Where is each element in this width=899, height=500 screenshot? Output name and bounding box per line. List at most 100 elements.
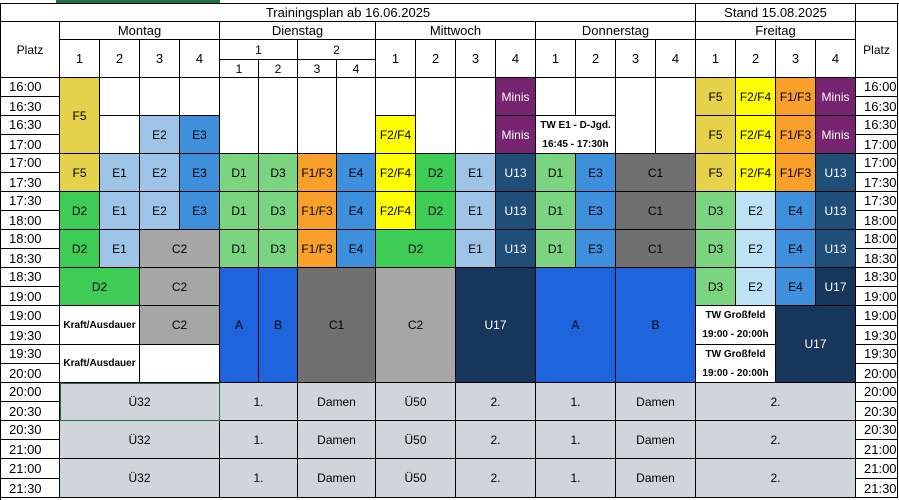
training-block-label: D1	[547, 241, 564, 256]
training-block-label: E2	[152, 203, 167, 218]
field-number-text: 2	[431, 51, 440, 66]
training-block-label: Damen	[636, 394, 675, 409]
training-block-label: E1	[468, 203, 483, 218]
training-block: U13	[496, 192, 536, 230]
training-block: E4	[776, 268, 816, 306]
training-block-label: E1	[112, 203, 127, 218]
empty-slot	[376, 78, 416, 116]
training-block-label: F1/F3	[779, 89, 812, 104]
platz-label-right-text: Platz	[863, 42, 890, 57]
note-title: TW E1 - D-Jgd.	[540, 119, 611, 131]
training-block-label: Damen	[317, 394, 356, 409]
time-end: 21:00	[856, 439, 897, 458]
time-end: 17:00	[1, 134, 59, 153]
empty-slot	[416, 78, 456, 154]
training-block: E2	[140, 154, 180, 192]
time-end: 18:30	[1, 248, 59, 267]
training-block: E1	[456, 154, 496, 192]
training-block: E1	[456, 192, 496, 230]
time-end: 20:00	[856, 363, 897, 382]
training-block-label: D2	[407, 241, 424, 256]
time-start: 19:00	[864, 307, 897, 323]
field-number-text: 1	[551, 51, 560, 66]
time-start: 16:00	[9, 79, 42, 94]
training-block-label: Damen	[636, 471, 675, 485]
field-number: 3	[456, 40, 496, 78]
training-block: E4	[337, 154, 376, 192]
training-block: E4	[776, 192, 816, 230]
note-time: 16:45 - 17:30h	[542, 138, 609, 150]
training-block: E4	[776, 230, 816, 268]
training-block-label: D3	[707, 203, 724, 218]
time-slot-right: 20:00 20:30	[856, 383, 898, 421]
training-block-label: D2	[427, 203, 444, 218]
time-start: 17:30	[864, 193, 897, 208]
training-block-label: 1.	[253, 394, 264, 409]
training-block-label: D1	[231, 203, 247, 218]
time-slot-right: 19:00 19:30	[856, 306, 898, 345]
time-start: 19:30	[864, 346, 897, 361]
dienstag-field-group-1-text: 1	[255, 42, 262, 57]
training-block-label: 1.	[570, 394, 581, 409]
training-block: U13	[496, 154, 536, 192]
training-block: Minis	[816, 116, 856, 154]
training-block-label: D3	[707, 279, 724, 294]
training-block: D2	[376, 230, 456, 268]
training-block-label: E4	[348, 203, 364, 218]
training-block: Minis	[816, 78, 856, 116]
day-donnerstag-text: Donnerstag	[581, 23, 650, 38]
training-block-label: F2/F4	[379, 165, 412, 180]
training-block-label: D2	[91, 279, 108, 294]
time-slot-left: 20:00 20:30	[1, 383, 60, 421]
field-number-text: 3	[631, 51, 640, 66]
training-block-label: D3	[270, 165, 286, 180]
day-freitag-text: Freitag	[755, 23, 796, 38]
training-block-label: F5	[708, 89, 723, 104]
field-number: 2	[416, 40, 456, 78]
note-title: TW Großfeld	[705, 310, 766, 321]
note-time: 19:00 - 20:00h	[702, 367, 769, 379]
training-block-label: F1/F3	[779, 165, 812, 180]
training-block-label: U13	[504, 165, 527, 180]
training-block: E3	[576, 230, 616, 268]
day-montag: Montag	[60, 22, 220, 40]
empty-slot	[180, 78, 220, 116]
training-block-label: U17	[824, 279, 847, 294]
training-block: C1	[616, 154, 696, 192]
training-block: F1/F3	[776, 154, 816, 192]
training-block-label: E3	[588, 165, 603, 180]
field-number-text: 1	[75, 51, 84, 66]
training-block: D3	[696, 192, 736, 230]
time-start: 20:30	[864, 422, 897, 437]
training-block: E2	[736, 230, 776, 268]
training-block: Kraft/Ausdauer	[60, 345, 140, 383]
dienstag-field-group-2: 2	[298, 40, 376, 60]
sheet-left-border	[0, 3, 1, 500]
training-block-label: D1	[547, 165, 564, 180]
field-number: 2	[736, 40, 776, 78]
training-block-label: E4	[788, 279, 803, 294]
field-number: 4	[180, 40, 220, 78]
training-block-label: Minis	[501, 89, 530, 104]
platz-label-left: Platz	[1, 22, 60, 78]
time-slot-right: 16:30 17:00	[856, 116, 898, 154]
training-block: F1/F3	[298, 192, 337, 230]
training-block-label: 2.	[490, 394, 501, 409]
training-block: 1.	[220, 421, 298, 459]
field-number-text: 3	[155, 51, 164, 66]
training-block: 1.	[220, 383, 298, 421]
training-block: U17	[816, 268, 856, 306]
time-slot-right: 18:00 18:30	[856, 230, 898, 268]
training-block-label: F5	[708, 127, 723, 142]
empty-slot	[656, 78, 696, 154]
training-block: Ü50	[376, 421, 456, 459]
training-block-label: E2	[748, 279, 763, 294]
training-block-label: D2	[71, 241, 88, 256]
training-block-label: F1/F3	[301, 203, 333, 218]
training-block: C2	[140, 230, 220, 268]
training-block: E1	[100, 230, 140, 268]
training-block-label: F5	[72, 165, 87, 180]
training-block-label: B	[651, 318, 660, 332]
training-block-label: F2/F4	[739, 127, 772, 142]
training-block: D3	[259, 192, 298, 230]
